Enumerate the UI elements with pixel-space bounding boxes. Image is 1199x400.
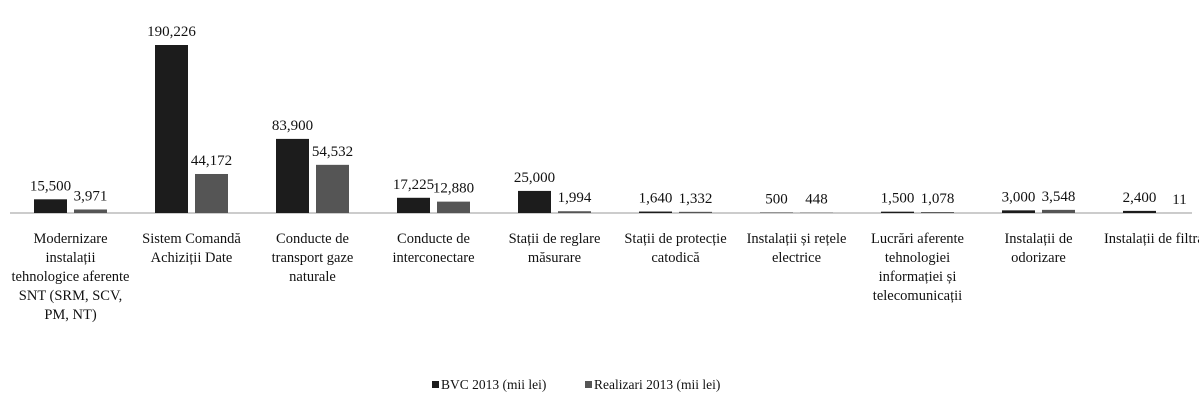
value-label: 3,971 — [74, 188, 108, 204]
x-tick-label: Sistem Comandă Achiziții Date — [142, 231, 241, 266]
value-label: 1,078 — [921, 191, 955, 207]
value-label: 1,500 — [881, 191, 915, 207]
bar — [195, 173, 228, 213]
value-label: 1,332 — [679, 191, 713, 207]
x-tick-label: Instalații de odorizare — [1004, 231, 1073, 266]
x-tick-label: Instalații și rețele electrice — [746, 231, 847, 266]
value-label: 25,000 — [514, 170, 555, 186]
bar — [437, 201, 470, 213]
value-label: 2,400 — [1123, 190, 1157, 206]
legend-label: Realizari 2013 (mii lei) — [594, 377, 720, 392]
bar — [558, 211, 591, 213]
value-label: 448 — [805, 192, 828, 208]
value-label: 500 — [765, 192, 788, 208]
x-tick-label: Lucrări aferente tehnologiei informației… — [871, 231, 964, 304]
bar — [155, 45, 188, 213]
value-label: 83,900 — [272, 118, 313, 134]
x-tick-label: Stații de reglare măsurare — [508, 231, 601, 266]
bar — [276, 138, 309, 213]
legend-label: BVC 2013 (mii lei) — [441, 377, 546, 392]
bar — [881, 211, 914, 213]
value-label: 3,000 — [1002, 189, 1036, 205]
value-label: 11 — [1172, 192, 1186, 208]
value-label: 54,532 — [312, 144, 353, 160]
value-label: 190,226 — [147, 24, 196, 40]
value-label: 44,172 — [191, 153, 232, 169]
bar — [1002, 210, 1035, 213]
legend-swatch — [585, 381, 592, 388]
bar — [1123, 210, 1156, 213]
bar — [518, 190, 551, 213]
bar — [921, 212, 954, 213]
value-label: 12,880 — [433, 181, 474, 197]
bar — [34, 199, 67, 213]
bar — [679, 211, 712, 213]
x-tick-label: Conducte de interconectare — [392, 231, 475, 266]
x-tick-label: Stații de protecție catodică — [624, 231, 727, 266]
bar — [397, 197, 430, 213]
value-label: 1,640 — [639, 191, 673, 207]
value-label: 3,548 — [1042, 189, 1076, 205]
bar — [639, 211, 672, 213]
x-tick-label: Modernizare instalații tehnologice afere… — [11, 231, 130, 323]
bar — [74, 209, 107, 213]
value-label: 1,994 — [558, 190, 592, 206]
value-label: 17,225 — [393, 177, 434, 193]
x-tick-label: Conducte de transport gaze naturale — [271, 231, 354, 285]
bar — [1042, 209, 1075, 213]
legend-swatch — [432, 381, 439, 388]
bar — [316, 164, 349, 213]
x-tick-label: Instalații de filtrare — [1103, 231, 1199, 247]
value-label: 15,500 — [30, 178, 71, 194]
